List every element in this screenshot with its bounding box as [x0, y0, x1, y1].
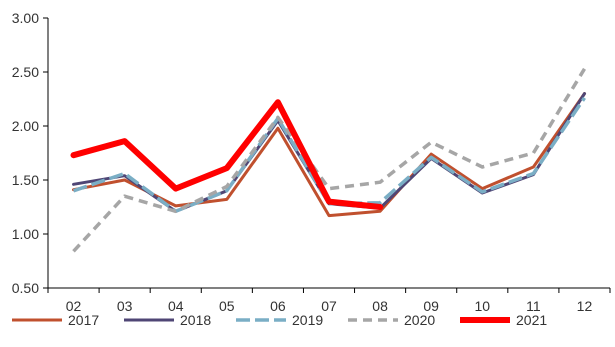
y-tick-label: 2.50: [12, 64, 39, 80]
legend-label-2017: 2017: [68, 312, 99, 328]
x-tick-label: 09: [423, 298, 439, 314]
y-tick-label: 0.50: [12, 280, 39, 296]
series-line-2019: [72, 96, 586, 214]
x-tick-label: 02: [66, 298, 82, 314]
series-line-2020: [72, 67, 586, 253]
legend-label-2018: 2018: [180, 312, 211, 328]
legend-label-2021: 2021: [516, 312, 547, 328]
series-line-2021: [70, 99, 384, 210]
x-tick-label: 12: [577, 298, 593, 314]
x-tick-label: 07: [321, 298, 337, 314]
x-tick-label: 04: [168, 298, 184, 314]
x-tick-label: 10: [474, 298, 490, 314]
x-tick-label: 08: [372, 298, 388, 314]
legend-label-2020: 2020: [404, 312, 435, 328]
x-tick-label: 11: [526, 298, 541, 314]
legend-label-2019: 2019: [292, 312, 323, 328]
x-tick-label: 06: [270, 298, 286, 314]
y-tick-label: 1.00: [12, 226, 39, 242]
y-tick-label: 2.00: [12, 118, 39, 134]
y-tick-label: 1.50: [12, 172, 39, 188]
x-tick-label: 03: [117, 298, 133, 314]
y-tick-label: 3.00: [12, 10, 39, 26]
x-tick-label: 05: [219, 298, 235, 314]
